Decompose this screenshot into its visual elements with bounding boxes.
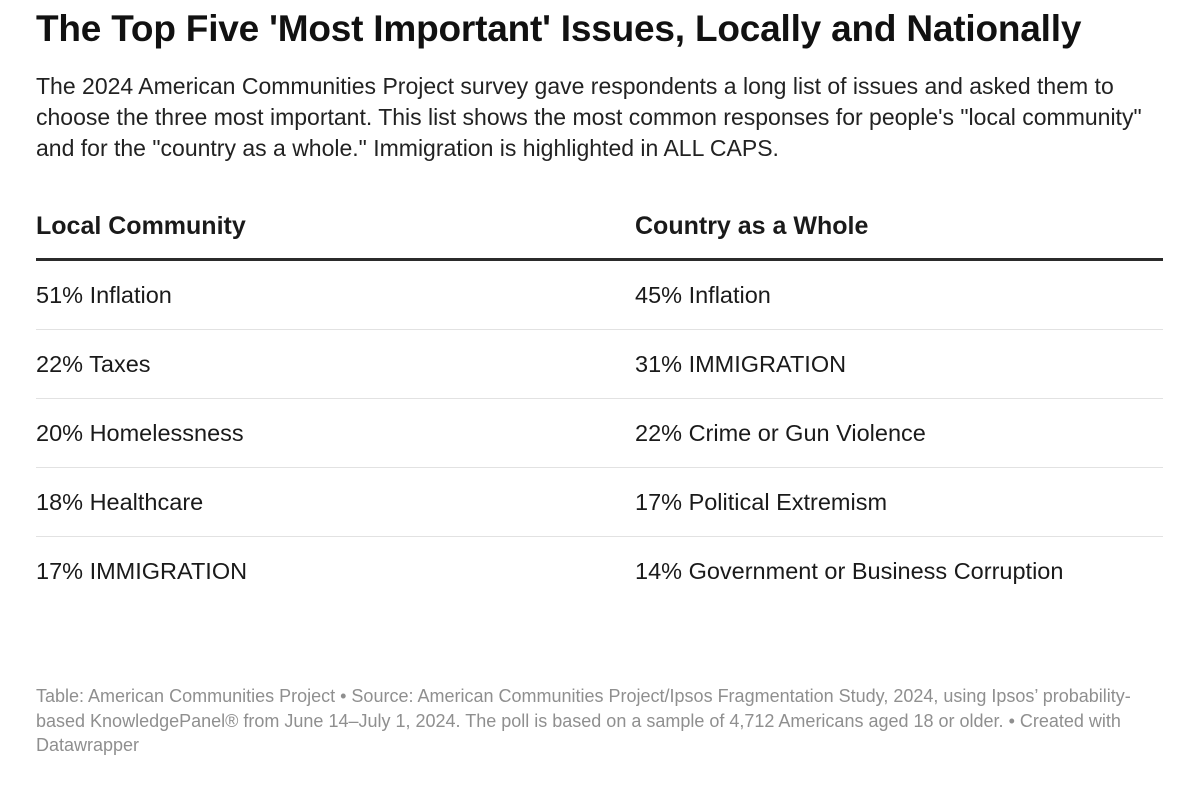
source-footer: Table: American Communities Project • So… [36, 686, 1131, 755]
table-row: 51% Inflation 45% Inflation [36, 259, 1163, 330]
table-row: 18% Healthcare 17% Political Extremism [36, 467, 1163, 537]
table-row: 17% IMMIGRATION 14% Government or Busine… [36, 537, 1163, 606]
table-cell-local: 18% Healthcare [36, 467, 635, 537]
table-cell-country: 45% Inflation [635, 259, 1163, 330]
chart-subtitle: The 2024 American Communities Project su… [36, 73, 1142, 161]
column-header-local: Local Community [36, 212, 635, 261]
issues-table: Local Community Country as a Whole 51% I… [36, 212, 1163, 605]
table-cell-country: 17% Political Extremism [635, 467, 1163, 537]
table-cell-local: 51% Inflation [36, 259, 635, 330]
table-header-row: Local Community Country as a Whole [36, 212, 1163, 261]
table-row: 22% Taxes 31% IMMIGRATION [36, 329, 1163, 399]
column-header-country: Country as a Whole [635, 212, 1163, 261]
table-cell-local: 17% IMMIGRATION [36, 557, 248, 584]
table-cell-country: 22% Crime or Gun Violence [635, 398, 1163, 468]
chart-title: The Top Five 'Most Important' Issues, Lo… [36, 8, 1082, 49]
chart-container: The Top Five 'Most Important' Issues, Lo… [36, 0, 1163, 605]
table-cell-country: 31% IMMIGRATION [635, 329, 1163, 399]
table-cell-local: 22% Taxes [36, 329, 635, 399]
table-cell-local: 20% Homelessness [36, 398, 635, 468]
table-row: 20% Homelessness 22% Crime or Gun Violen… [36, 398, 1163, 468]
table-cell-country: 14% Government or Business Corruption [635, 557, 1064, 584]
